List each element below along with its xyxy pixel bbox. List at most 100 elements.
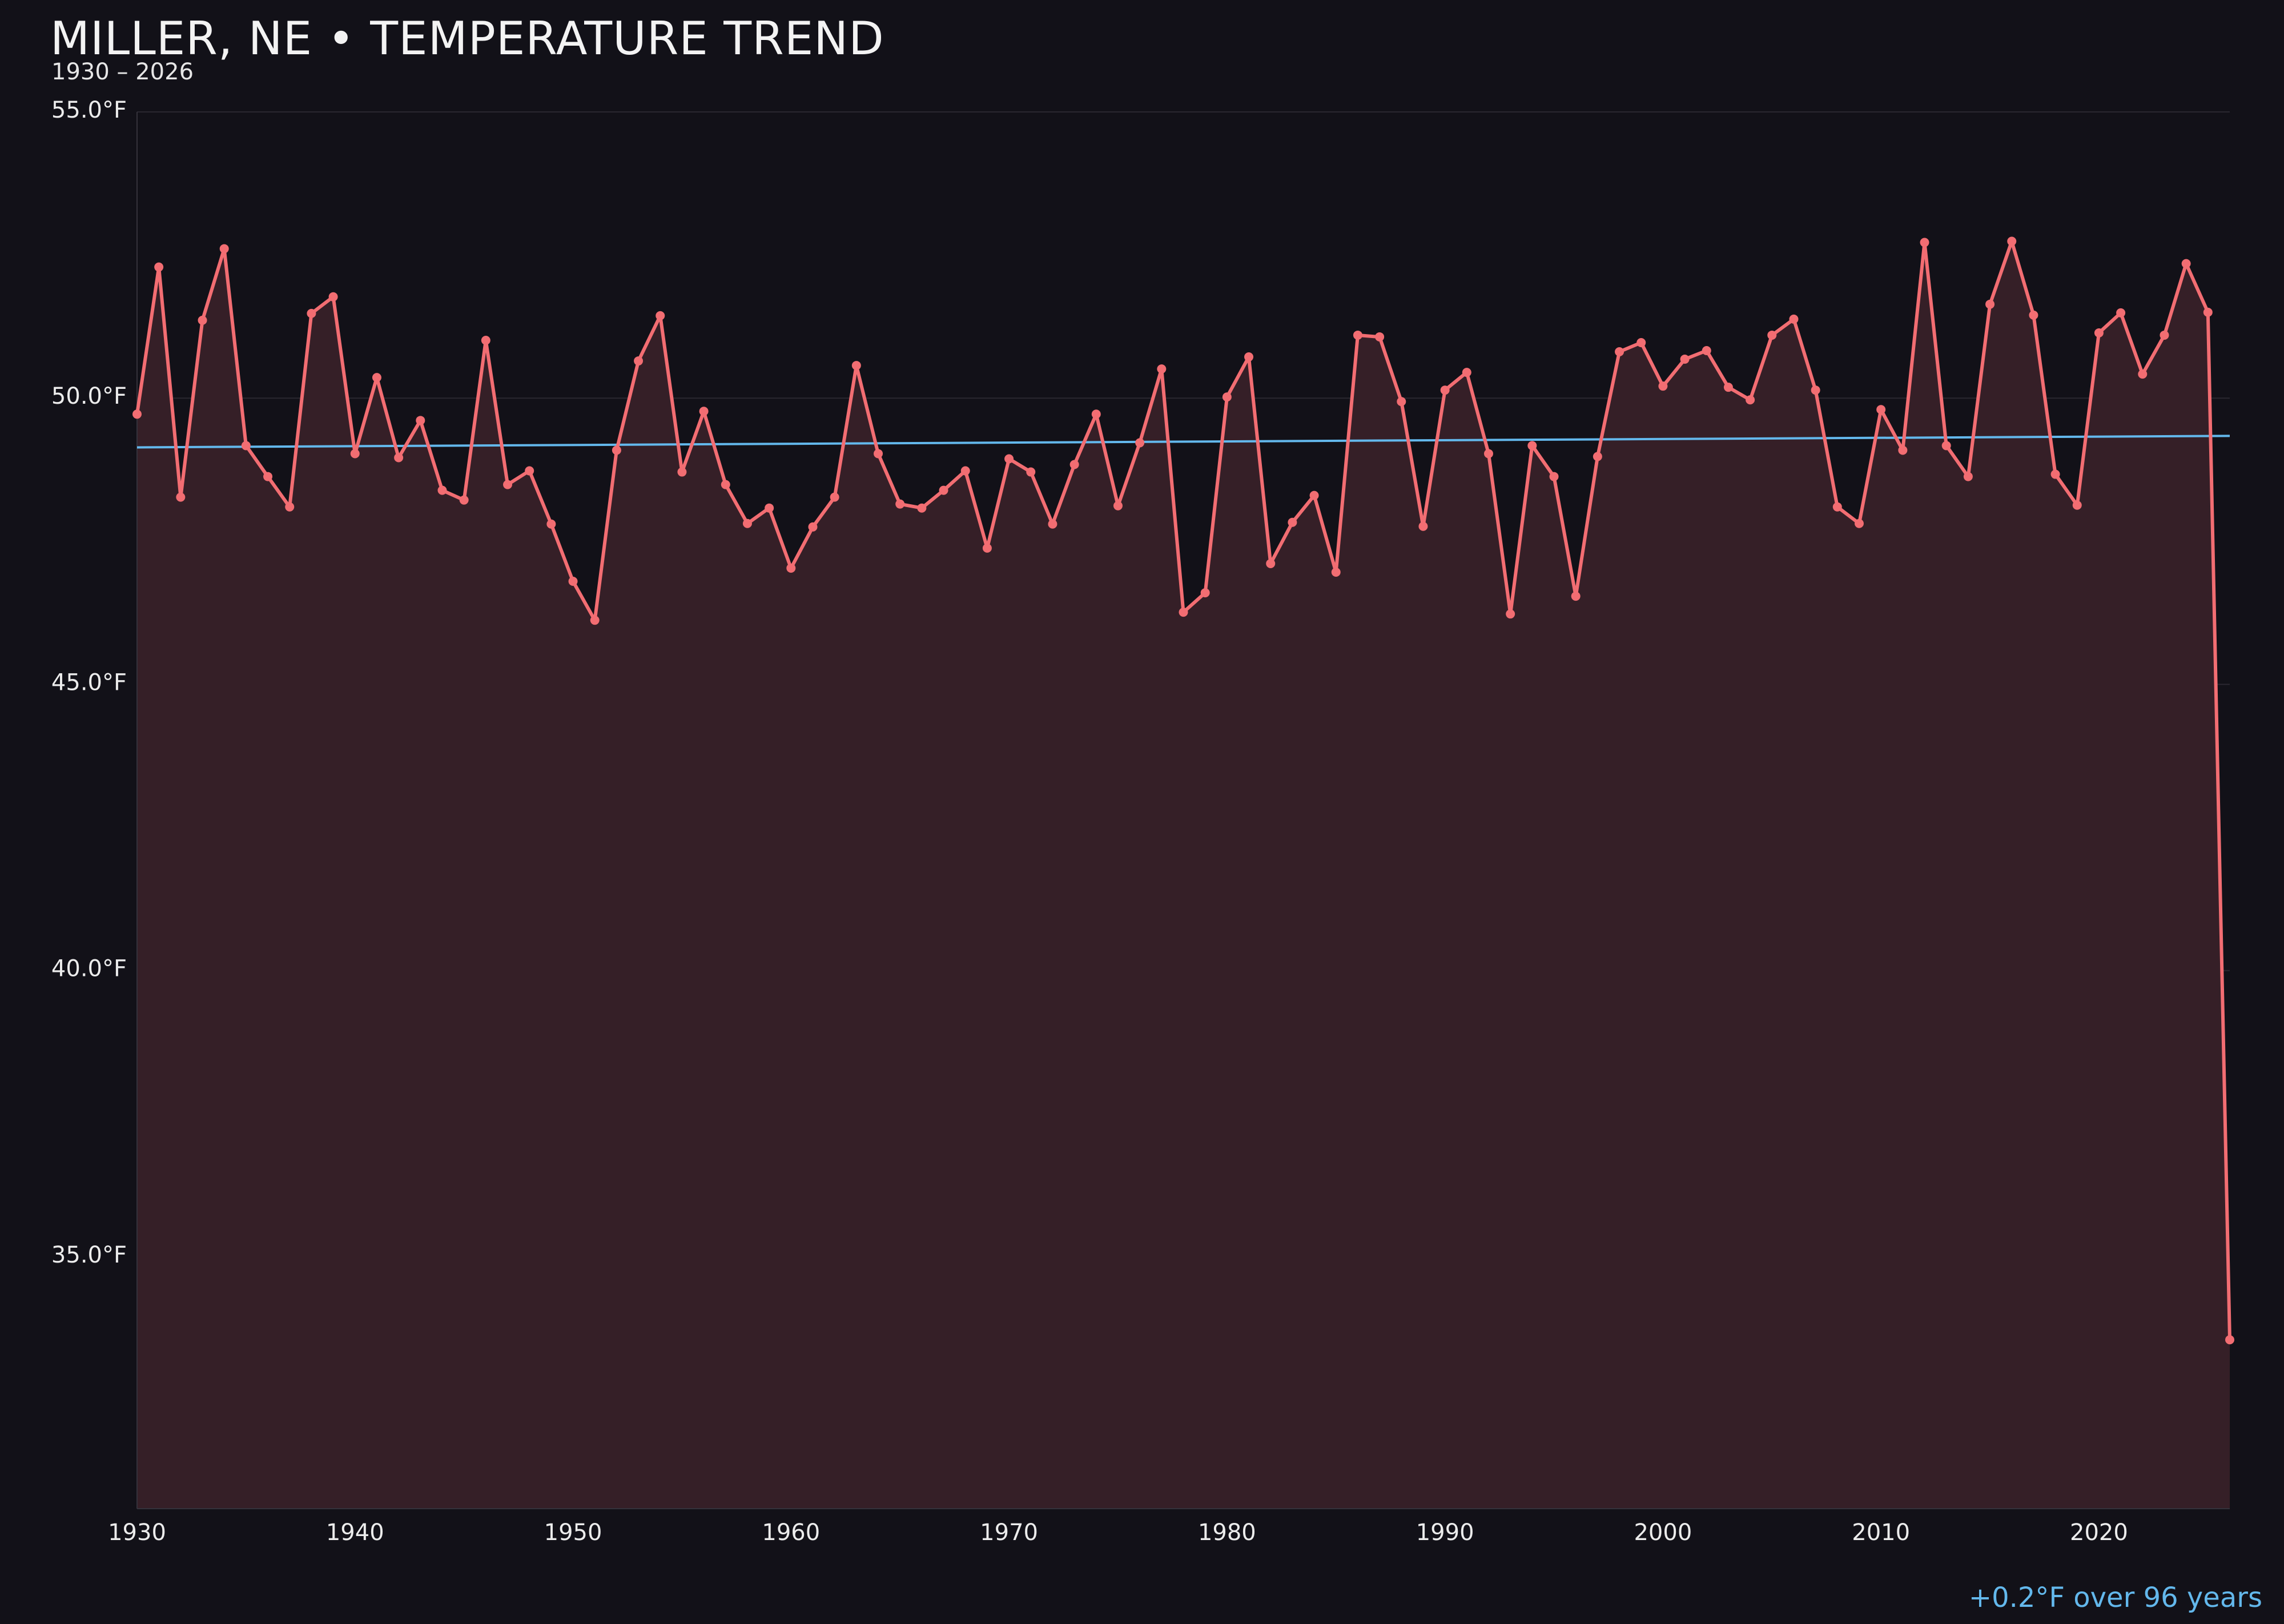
data-point-1991: [1462, 368, 1471, 377]
data-point-2023: [2160, 330, 2169, 340]
data-point-1998: [1615, 347, 1624, 357]
data-point-2026: [2225, 1335, 2234, 1345]
axes: [136, 112, 2230, 1509]
data-point-1943: [416, 416, 425, 425]
data-point-1990: [1440, 385, 1450, 395]
data-point-2009: [1854, 518, 1864, 528]
data-point-1995: [1549, 472, 1559, 481]
area-fill: [137, 241, 2230, 1509]
data-point-1997: [1593, 452, 1602, 461]
data-point-1941: [372, 373, 381, 383]
x-tick-label: 1960: [762, 1520, 820, 1546]
data-point-1965: [895, 499, 905, 509]
data-point-1968: [960, 466, 970, 476]
data-point-1945: [459, 495, 469, 505]
data-point-1967: [939, 485, 948, 495]
data-point-1966: [917, 503, 927, 513]
data-point-2013: [1941, 441, 1951, 451]
data-point-1974: [1091, 409, 1101, 419]
data-point-1932: [176, 492, 186, 502]
chart-title: MILLER, NE • TEMPERATURE TREND: [50, 12, 884, 65]
y-tick-label: 45.0°F: [51, 669, 127, 696]
data-point-2000: [1658, 381, 1668, 391]
data-point-2002: [1702, 346, 1711, 356]
data-point-1951: [590, 616, 600, 625]
data-point-2021: [2116, 308, 2126, 317]
data-point-1975: [1113, 501, 1123, 510]
trend-line: [136, 435, 2230, 449]
data-point-1963: [851, 361, 861, 371]
data-point-1949: [546, 519, 556, 529]
data-point-1979: [1200, 588, 1210, 598]
x-tick-label: 1950: [544, 1520, 602, 1546]
data-point-1930: [132, 409, 142, 419]
data-points: [132, 236, 2234, 1345]
chart-subtitle: 1930 – 2026: [51, 59, 194, 85]
data-point-2017: [2029, 310, 2038, 320]
data-point-1962: [830, 492, 839, 502]
data-point-1947: [503, 480, 513, 489]
data-point-1982: [1266, 558, 1276, 568]
data-point-1992: [1483, 449, 1493, 459]
x-tick-label: 1990: [1416, 1520, 1474, 1546]
data-point-1934: [219, 244, 229, 254]
data-point-1959: [765, 503, 774, 513]
data-point-1987: [1375, 332, 1385, 341]
data-point-1936: [263, 472, 273, 481]
data-point-2025: [2203, 307, 2213, 317]
data-point-2003: [1723, 383, 1733, 392]
data-point-1973: [1069, 460, 1079, 469]
data-point-2019: [2072, 500, 2082, 510]
data-point-1944: [437, 485, 447, 495]
y-tick-label: 50.0°F: [51, 383, 127, 409]
data-point-1953: [634, 356, 644, 366]
data-point-1964: [874, 449, 883, 459]
data-point-2006: [1789, 314, 1799, 324]
data-point-2004: [1746, 395, 1755, 405]
data-point-1939: [328, 292, 338, 302]
data-point-1970: [1004, 454, 1014, 464]
data-point-2016: [2007, 236, 2017, 246]
y-tick-label: 40.0°F: [51, 956, 127, 982]
data-point-1972: [1048, 519, 1057, 529]
data-point-1978: [1179, 608, 1188, 617]
data-point-1999: [1636, 337, 1646, 347]
data-point-2005: [1767, 330, 1777, 340]
data-point-1969: [982, 543, 992, 553]
data-point-1948: [525, 466, 534, 476]
y-tick-label: 55.0°F: [51, 97, 127, 123]
data-point-1956: [699, 407, 709, 416]
x-tick-label: 1940: [326, 1520, 384, 1546]
data-point-1977: [1157, 364, 1167, 374]
data-point-1976: [1135, 438, 1145, 448]
data-point-1983: [1288, 517, 1297, 527]
data-point-2008: [1832, 502, 1842, 512]
y-tick-label: 35.0°F: [51, 1242, 127, 1268]
data-point-2011: [1898, 445, 1908, 455]
data-point-2018: [2050, 469, 2060, 479]
data-point-1933: [198, 315, 207, 325]
data-point-1960: [786, 563, 796, 573]
trend-line-layer: [136, 435, 2230, 449]
data-point-1985: [1331, 567, 1341, 577]
data-point-1935: [241, 441, 251, 451]
x-tick-label: 2000: [1634, 1520, 1692, 1546]
data-point-1961: [808, 522, 818, 532]
x-axis-ticks: 1930 1940 1950 1960 1970 1980 1990 2000 2010 2020: [108, 1520, 2128, 1546]
data-point-1980: [1222, 392, 1232, 402]
data-point-1981: [1244, 352, 1254, 362]
data-point-1994: [1527, 441, 1537, 451]
data-point-1996: [1571, 592, 1581, 601]
data-point-2001: [1680, 355, 1690, 364]
data-point-1984: [1309, 491, 1319, 500]
data-point-1940: [350, 449, 360, 459]
data-point-2014: [1963, 472, 1973, 481]
data-point-2024: [2181, 259, 2191, 268]
y-axis-ticks: 35.0°F 40.0°F 45.0°F 50.0°F 55.0°F: [51, 97, 127, 1268]
data-point-1950: [568, 577, 578, 586]
data-point-2007: [1811, 385, 1820, 395]
data-point-1937: [285, 502, 295, 512]
data-point-1931: [154, 262, 164, 272]
x-tick-label: 1970: [980, 1520, 1038, 1546]
